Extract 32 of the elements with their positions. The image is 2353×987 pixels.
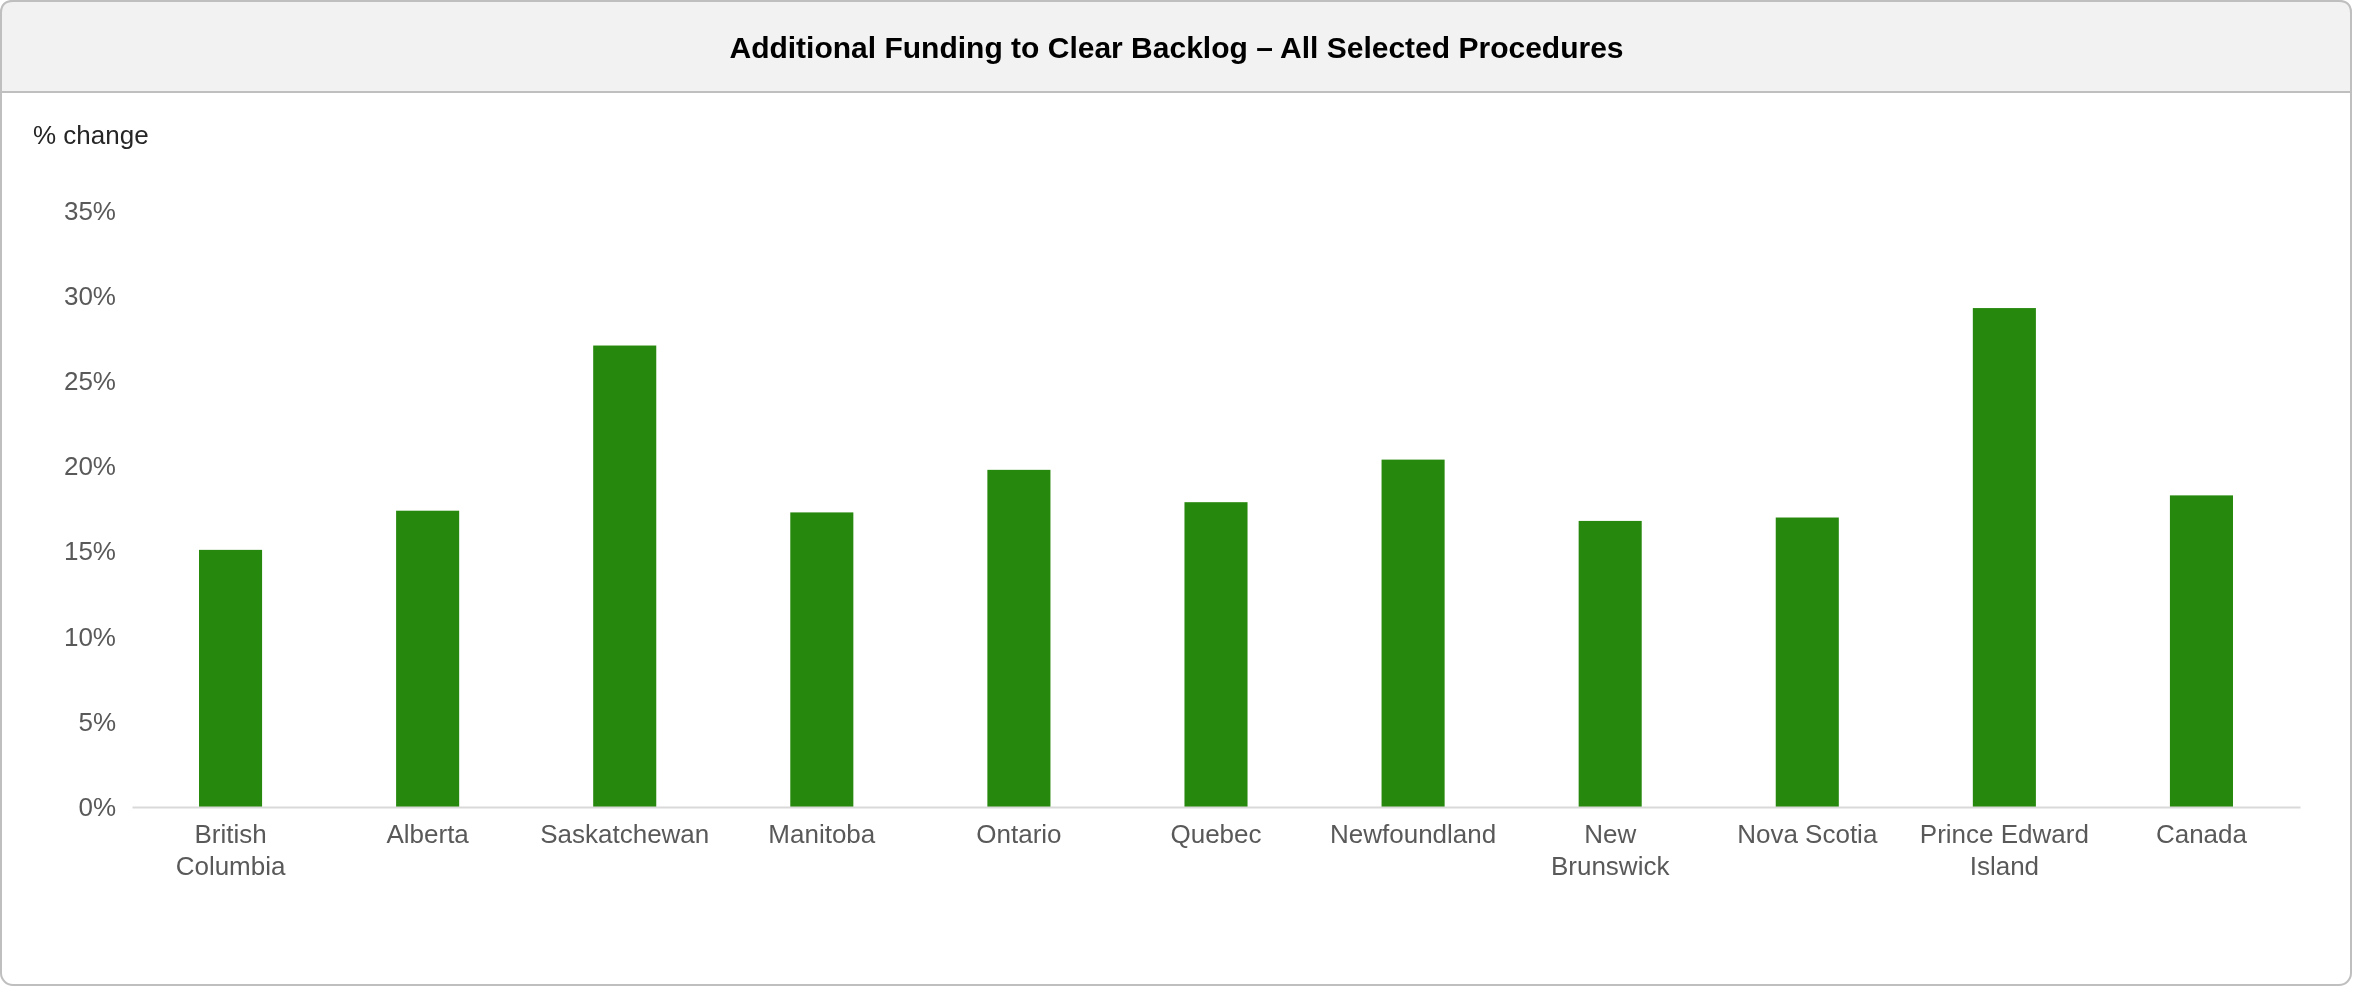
bar: [1972, 308, 2036, 807]
bar: [987, 469, 1051, 807]
x-tick-label: Alberta: [386, 819, 470, 850]
y-tick-label: 0%: [78, 791, 116, 822]
x-tick-label: Quebec: [1170, 819, 1262, 850]
x-tick-label: Prince Edward Island: [1919, 819, 2089, 881]
y-axis-title: % change: [33, 120, 149, 150]
bar: [1184, 502, 1248, 807]
x-tick-label: Canada: [2155, 819, 2248, 850]
bar: [790, 512, 854, 807]
x-tick-label: Nova Scotia: [1737, 819, 1878, 850]
chart-title: Additional Funding to Clear Backlog – All Selected Procedures: [729, 31, 1624, 64]
x-tick-label: Ontario: [976, 819, 1062, 850]
y-tick-label: 10%: [63, 621, 116, 652]
bar: [1381, 459, 1445, 807]
bar: [199, 549, 263, 807]
bar: [1775, 517, 1839, 807]
bar: [2169, 495, 2233, 807]
bar: [1578, 520, 1642, 807]
x-tick-label: Newfoundland: [1329, 819, 1497, 850]
x-tick-label: British Columbia: [175, 819, 286, 881]
y-tick-label: 25%: [63, 366, 116, 397]
y-tick-label: 30%: [63, 280, 116, 311]
y-tick-label: 35%: [63, 195, 116, 226]
y-tick-label: 5%: [78, 706, 116, 737]
y-tick-label: 15%: [63, 536, 116, 567]
bar: [593, 345, 657, 807]
bar: [396, 510, 460, 807]
y-tick-label: 20%: [63, 451, 116, 482]
x-tick-label: New Brunswick: [1550, 819, 1671, 881]
x-tick-label: Manitoba: [768, 819, 876, 850]
x-tick-label: Saskatchewan: [540, 819, 710, 850]
